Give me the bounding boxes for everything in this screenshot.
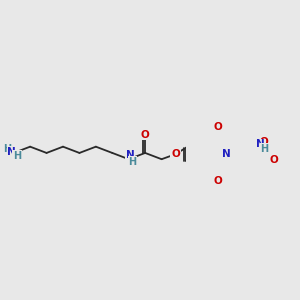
Text: H: H bbox=[13, 151, 21, 161]
Text: O: O bbox=[214, 122, 222, 132]
Text: O: O bbox=[171, 149, 180, 159]
Text: H: H bbox=[129, 157, 137, 166]
Text: N: N bbox=[221, 149, 230, 159]
Text: N: N bbox=[8, 147, 16, 157]
Text: H: H bbox=[3, 144, 11, 154]
Text: N: N bbox=[125, 150, 134, 160]
Text: O: O bbox=[141, 130, 149, 140]
Text: O: O bbox=[214, 176, 222, 186]
Text: H: H bbox=[260, 144, 269, 154]
Text: O: O bbox=[259, 137, 268, 147]
Text: O: O bbox=[269, 155, 278, 165]
Text: N: N bbox=[256, 140, 265, 149]
